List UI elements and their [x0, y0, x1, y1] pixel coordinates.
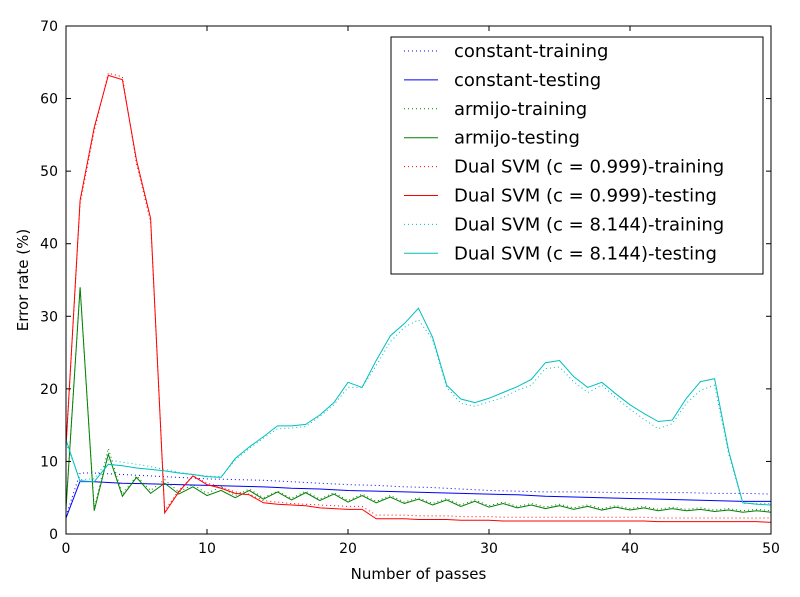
series-line-0 [66, 472, 771, 517]
legend-label-6: Dual SVM (c = 8.144)-training [454, 214, 724, 235]
series-line-1 [66, 480, 771, 519]
x-tick-label: 0 [62, 541, 71, 557]
legend-label-7: Dual SVM (c = 8.144)-testing [454, 243, 717, 264]
x-axis-title: Number of passes [351, 565, 487, 583]
y-tick-label: 70 [40, 19, 58, 35]
legend-label-0: constant-training [454, 41, 608, 62]
x-tick-label: 40 [621, 541, 639, 557]
y-tick-label: 60 [40, 92, 58, 108]
legend-label-2: armijo-training [454, 99, 587, 120]
x-tick-label: 10 [198, 541, 216, 557]
legend-box [390, 36, 764, 275]
plot-frame [65, 25, 772, 535]
legend: constant-training constant-testing armijo-… [390, 36, 764, 275]
legend-label-3: armijo-testing [454, 128, 580, 149]
y-tick-label: 40 [40, 237, 58, 253]
y-tick-label: 0 [49, 527, 58, 543]
y-tick-label: 20 [40, 382, 58, 398]
series-line-7 [66, 307, 771, 506]
x-tick-label: 20 [339, 541, 357, 557]
x-tick-label: 30 [480, 541, 498, 557]
series-layer [66, 72, 771, 523]
series-line-4 [66, 72, 771, 519]
legend-label-4: Dual SVM (c = 0.999)-training [454, 157, 724, 178]
y-tick-label: 10 [40, 454, 58, 470]
y-axis-title: Error rate (%) [14, 229, 32, 332]
series-line-3 [66, 287, 771, 513]
series-line-2 [66, 287, 771, 512]
y-tick-label: 50 [40, 164, 58, 180]
x-tick-label: 50 [762, 541, 780, 557]
ticks-layer: 0 10 20 30 40 50 0 10 20 30 40 50 60 70 [40, 19, 780, 557]
y-tick-label: 30 [40, 309, 58, 325]
series-line-5 [66, 74, 771, 523]
legend-label-1: constant-testing [454, 70, 601, 91]
legend-label-5: Dual SVM (c = 0.999)-testing [454, 186, 717, 207]
